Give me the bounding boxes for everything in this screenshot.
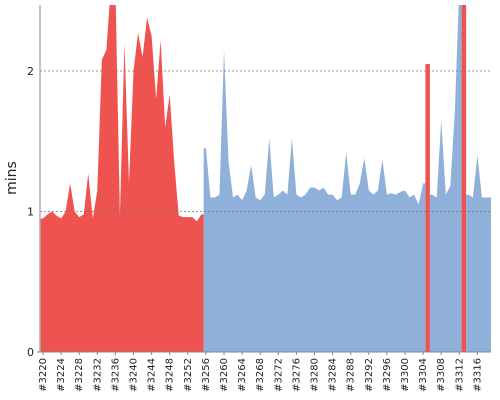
x-tick-label: #3220 xyxy=(38,358,49,392)
x-tick-label: #3284 xyxy=(328,358,339,392)
x-tick-label: #3256 xyxy=(201,358,212,392)
x-tick-label: #3276 xyxy=(291,358,302,392)
x-tick-label: #3288 xyxy=(346,358,357,392)
y-axis-label: mins xyxy=(4,161,20,195)
x-tick-label: #3252 xyxy=(183,358,194,392)
x-tick-label: #3308 xyxy=(436,358,447,392)
x-tick-label: #3272 xyxy=(273,358,284,392)
x-tick-label: #3232 xyxy=(92,358,103,392)
area xyxy=(425,64,430,352)
x-tick-label: #3292 xyxy=(364,358,375,392)
area xyxy=(466,155,491,352)
x-tick-label: #3268 xyxy=(255,358,266,392)
area xyxy=(429,5,462,352)
x-tick-label: #3296 xyxy=(382,358,393,392)
area xyxy=(203,49,426,352)
x-tick-label: #3248 xyxy=(165,358,176,392)
plot-area xyxy=(40,5,491,352)
area xyxy=(461,5,467,352)
y-tick-label: 2 xyxy=(27,65,34,78)
x-tick-label: #3312 xyxy=(454,358,465,392)
x-tick-label: #3280 xyxy=(310,358,321,392)
x-tick-label: #3236 xyxy=(110,358,121,392)
x-tick-label: #3260 xyxy=(219,358,230,392)
x-tick-label: #3244 xyxy=(147,358,158,392)
x-tick-label: #3300 xyxy=(400,358,411,392)
area xyxy=(40,5,204,352)
x-tick-label: #3240 xyxy=(129,358,140,392)
x-tick-label: #3264 xyxy=(237,358,248,392)
x-tick-label: #3228 xyxy=(74,358,85,392)
y-tick-label: 1 xyxy=(27,206,34,219)
x-tick-label: #3316 xyxy=(472,358,483,392)
x-tick-label: #3224 xyxy=(56,358,67,392)
y-tick-label: 0 xyxy=(27,346,34,359)
x-tick-label: #3304 xyxy=(418,358,429,392)
